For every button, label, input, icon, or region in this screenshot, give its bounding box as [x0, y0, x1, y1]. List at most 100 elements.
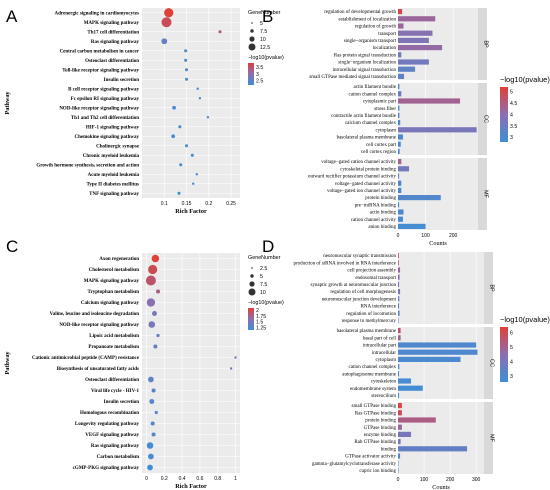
pathway-label: cGMP-PKG signaling pathway: [73, 466, 140, 471]
bar: [398, 364, 400, 370]
data-point: [150, 421, 155, 426]
bar: [398, 134, 403, 140]
size-legend-dot: [249, 36, 255, 42]
facet-label: CC: [489, 359, 495, 367]
bar: [398, 453, 401, 459]
bar: [398, 349, 478, 355]
term-label: regulation of locomotion: [346, 312, 396, 317]
data-point: [161, 17, 172, 28]
pathway-label: Tryptophan metabolism: [88, 290, 140, 295]
bar: [398, 417, 436, 423]
bar: [398, 45, 443, 51]
pathway-label: TNF signaling pathway: [89, 192, 139, 197]
colorbar-tick-label: 4: [510, 112, 513, 118]
term-label: Ras GTPase binding: [355, 411, 397, 416]
term-label: small GTPase binding: [352, 404, 397, 409]
pathway-label: Central carbon metabolism in cancer: [60, 49, 140, 54]
data-point: [185, 144, 189, 148]
facet-strip: [478, 8, 487, 80]
data-point: [185, 68, 189, 72]
bar: [398, 202, 400, 208]
pathway-label: Chemokine signaling pathway: [75, 135, 140, 140]
term-label: voltage−gated ion channel activity: [327, 189, 397, 194]
colorbar-tick-label: 3: [510, 135, 513, 141]
colorbar-tick-label: 5: [510, 345, 513, 351]
bar: [398, 112, 400, 118]
x-axis-title: Counts: [429, 240, 447, 247]
data-point: [146, 442, 154, 449]
pathway-label: Ras signaling pathway: [91, 40, 140, 45]
term-label: localization: [373, 46, 397, 51]
size-legend-label: 12.5: [260, 45, 270, 51]
data-point: [161, 38, 168, 45]
pathway-label: Adrenergic signaling in cardiomyocytes: [55, 11, 140, 16]
size-legend-label: 5: [260, 274, 263, 280]
term-label: regulation of developmental growth: [324, 10, 396, 15]
term-label: cell cortex region: [361, 150, 396, 155]
x-tick-label: 300: [472, 477, 481, 483]
colorbar-tick-label: 2: [256, 308, 259, 314]
bar: [398, 195, 441, 201]
term-label: small GTPase mediated signal transductio…: [309, 75, 396, 80]
x-tick-label: 0.1: [161, 201, 168, 207]
bar: [398, 410, 402, 416]
y-axis-title: Pathway: [4, 91, 11, 115]
x-tick-label: 0.25: [226, 201, 236, 207]
colorbar-tick-label: 3.5: [256, 65, 263, 71]
term-label: pre−miRNA binding: [355, 203, 397, 208]
bar: [398, 385, 423, 391]
facet-strip: [478, 158, 487, 230]
bar: [398, 105, 400, 111]
bar: [398, 424, 402, 430]
data-point: [172, 105, 176, 110]
color-legend-title: −log10(pvalue): [500, 315, 550, 324]
panel-letter: D: [262, 237, 274, 256]
term-label: basolateral plasma membrane: [337, 136, 397, 141]
pathway-label: Valine, leucine and isoleucine degradati…: [50, 312, 140, 317]
term-label: production of siRNA involved in RNA inte…: [294, 261, 397, 266]
data-point: [178, 125, 182, 129]
facet-label: MF: [483, 190, 489, 199]
bar: [398, 141, 401, 147]
data-point: [184, 49, 188, 53]
colorbar-tick-label: 6: [510, 331, 513, 337]
term-label: transport: [378, 32, 396, 37]
size-legend-label: 10: [260, 290, 266, 296]
term-label: endomembrane system: [350, 387, 396, 392]
bar: [398, 378, 412, 384]
x-tick-label: 200: [449, 233, 458, 239]
colorbar-tick-label: 3.5: [510, 124, 517, 130]
bar: [398, 467, 399, 473]
bar: [398, 371, 400, 377]
facet-panel: [398, 158, 478, 230]
term-label: cytoskeletal protein binding: [340, 167, 396, 172]
x-tick-label: 100: [420, 477, 429, 483]
term-label: autophagosome membrane: [342, 372, 397, 377]
data-point: [148, 321, 156, 328]
pathway-label: B cell receptor signaling pathway: [68, 87, 139, 92]
pathway-label: Axon regeneration: [99, 257, 139, 262]
color-legend-title: −log10(pvalue): [248, 55, 284, 61]
size-legend-label: 10: [260, 37, 266, 43]
bar: [398, 9, 403, 15]
size-legend-dot: [248, 288, 256, 296]
facet-panel: [398, 83, 478, 155]
bar: [398, 127, 477, 133]
size-legend-title: GeneNumber: [248, 255, 281, 261]
colorbar-tick-label: 2.5: [256, 79, 263, 85]
bar: [398, 209, 404, 215]
term-label: establishment of localization: [339, 17, 397, 22]
term-label: stress fiber: [374, 107, 396, 112]
size-legend-dot: [250, 274, 254, 278]
facet-strip: [484, 402, 493, 474]
data-point: [234, 356, 237, 359]
facet-label: MF: [489, 434, 495, 443]
term-label: anion binding: [368, 225, 396, 230]
size-legend-title: GeneNumber: [248, 10, 281, 16]
bar: [398, 296, 400, 302]
term-label: GTPase binding: [364, 426, 397, 431]
data-point: [151, 388, 156, 393]
data-point: [145, 275, 156, 286]
term-label: calcium channel complex: [345, 121, 397, 126]
